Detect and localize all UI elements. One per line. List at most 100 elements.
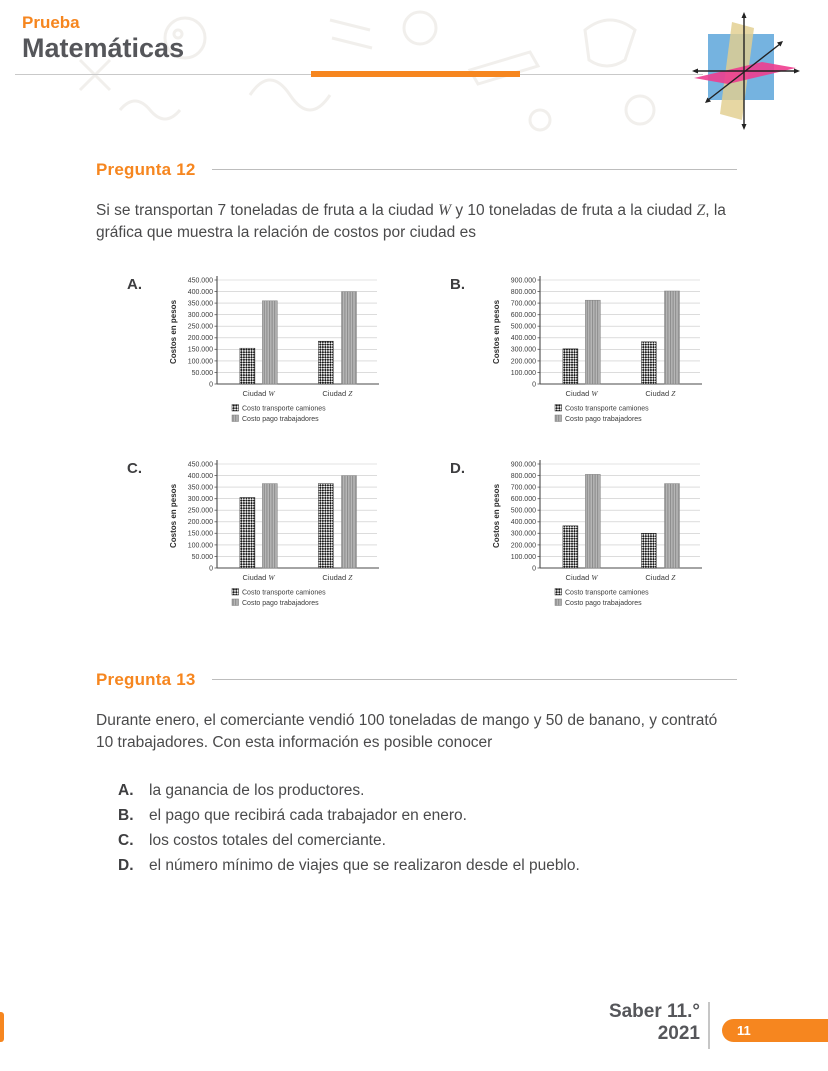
question-12: Pregunta 12 Si se transportan 7 tonelada… bbox=[96, 160, 737, 614]
svg-text:200.000: 200.000 bbox=[188, 519, 213, 526]
svg-text:Costos en pesos: Costos en pesos bbox=[169, 299, 178, 364]
coordinate-planes-logo bbox=[692, 12, 800, 130]
svg-text:Ciudad Z: Ciudad Z bbox=[322, 573, 353, 582]
chart-option-a: A. 0 50.000 100.000 150.000 200.000 250.000 30… bbox=[127, 272, 380, 430]
svg-text:Costo pago trabajadores: Costo pago trabajadores bbox=[242, 600, 319, 607]
svg-text:100.000: 100.000 bbox=[511, 554, 536, 561]
chart-option-b-figure: 0 100.000 200.000 300.000 400.000 500.000 600.… bbox=[488, 272, 703, 430]
page-content: Pregunta 12 Si se transportan 7 tonelada… bbox=[0, 160, 828, 877]
header-accent-bar bbox=[311, 71, 520, 77]
svg-text:450.000: 450.000 bbox=[188, 277, 213, 284]
svg-text:300.000: 300.000 bbox=[511, 530, 536, 537]
svg-text:500.000: 500.000 bbox=[511, 507, 536, 514]
svg-text:0: 0 bbox=[532, 381, 536, 388]
svg-text:300.000: 300.000 bbox=[188, 496, 213, 503]
question-12-heading: Pregunta 12 bbox=[96, 160, 737, 180]
chart-row-2: C. 0 50.000 100.000 150.000 200.000 250.000 30… bbox=[127, 456, 737, 614]
option-a: A. la ganancia de los productores. bbox=[118, 780, 737, 802]
svg-text:0: 0 bbox=[209, 381, 213, 388]
svg-text:Costo pago trabajadores: Costo pago trabajadores bbox=[565, 416, 642, 423]
svg-text:250.000: 250.000 bbox=[188, 507, 213, 514]
option-d-text: el número mínimo de viajes que se realiz… bbox=[149, 856, 580, 874]
question-12-text: Si se transportan 7 toneladas de fruta a… bbox=[96, 200, 737, 244]
svg-text:Costos en pesos: Costos en pesos bbox=[492, 299, 501, 364]
option-b-letter: B. bbox=[118, 806, 134, 824]
question-13-text: Durante enero, el comerciante vendió 100… bbox=[96, 711, 718, 751]
svg-text:Costo transporte camiones: Costo transporte camiones bbox=[565, 589, 649, 596]
svg-text:200.000: 200.000 bbox=[511, 358, 536, 365]
chart-option-b: B. 0 100.000 200.000 300.000 400.000 500.000 6… bbox=[450, 272, 703, 430]
svg-text:Ciudad W: Ciudad W bbox=[243, 389, 276, 398]
question-13-label: Pregunta 13 bbox=[96, 669, 196, 689]
chart-option-a-figure: 0 50.000 100.000 150.000 200.000 250.000 300.0… bbox=[165, 272, 380, 430]
svg-text:450.000: 450.000 bbox=[188, 461, 213, 468]
answer-charts-grid: A. 0 50.000 100.000 150.000 200.000 250.000 30… bbox=[127, 272, 737, 614]
option-b: B. el pago que recibirá cada trabajador … bbox=[118, 805, 737, 827]
exam-year: 2021 bbox=[657, 1023, 700, 1045]
question-13-options: A. la ganancia de los productores. B. el… bbox=[118, 780, 737, 877]
svg-text:Ciudad Z: Ciudad Z bbox=[645, 389, 676, 398]
svg-text:50.000: 50.000 bbox=[192, 554, 214, 561]
svg-text:900.000: 900.000 bbox=[511, 461, 536, 468]
svg-text:0: 0 bbox=[532, 565, 536, 572]
question-12-text-part: , la gráfica que muestra la relación de … bbox=[96, 201, 726, 241]
page-number: 11 bbox=[737, 1023, 751, 1038]
svg-text:200.000: 200.000 bbox=[511, 542, 536, 549]
chart-option-d-letter: D. bbox=[450, 459, 465, 477]
question-12-text-part: Si se transportan 7 toneladas de fruta a… bbox=[96, 201, 439, 219]
chart-option-c-figure: 0 50.000 100.000 150.000 200.000 250.000 300.0… bbox=[165, 456, 380, 614]
svg-text:350.000: 350.000 bbox=[188, 300, 213, 307]
logo-pink-plane bbox=[694, 62, 796, 84]
svg-text:500.000: 500.000 bbox=[511, 323, 536, 330]
footer-exam-info: Saber 11.° 2021 bbox=[609, 1001, 700, 1046]
option-c-letter: C. bbox=[118, 831, 134, 849]
svg-text:100.000: 100.000 bbox=[188, 358, 213, 365]
variable-w: W bbox=[438, 201, 452, 219]
svg-text:Costo pago trabajadores: Costo pago trabajadores bbox=[565, 600, 642, 607]
svg-text:150.000: 150.000 bbox=[188, 346, 213, 353]
logo-axes bbox=[694, 16, 796, 126]
svg-text:Costo transporte camiones: Costo transporte camiones bbox=[242, 405, 326, 412]
svg-text:250.000: 250.000 bbox=[188, 323, 213, 330]
svg-text:200.000: 200.000 bbox=[188, 335, 213, 342]
svg-text:600.000: 600.000 bbox=[511, 312, 536, 319]
question-12-label: Pregunta 12 bbox=[96, 159, 196, 179]
heading-rule bbox=[211, 679, 737, 681]
header: Prueba Matemáticas bbox=[0, 0, 828, 64]
svg-text:800.000: 800.000 bbox=[511, 289, 536, 296]
question-12-text-part: y 10 toneladas de fruta a la ciudad bbox=[451, 201, 697, 219]
exam-name: Saber 11.° bbox=[608, 1001, 700, 1022]
svg-text:100.000: 100.000 bbox=[511, 370, 536, 377]
svg-text:300.000: 300.000 bbox=[188, 312, 213, 319]
svg-text:900.000: 900.000 bbox=[511, 277, 536, 284]
chart-option-d: D. 0 100.000 200.000 300.000 400.000 500.000 6… bbox=[450, 456, 703, 614]
svg-text:Ciudad W: Ciudad W bbox=[566, 389, 599, 398]
chart-option-b-letter: B. bbox=[450, 275, 465, 293]
chart-option-c-letter: C. bbox=[127, 459, 142, 477]
option-a-letter: A. bbox=[118, 781, 134, 799]
page-number-badge: 11 bbox=[722, 1019, 828, 1042]
option-a-text: la ganancia de los productores. bbox=[149, 781, 365, 799]
svg-text:Ciudad W: Ciudad W bbox=[243, 573, 276, 582]
heading-rule bbox=[211, 169, 737, 171]
svg-text:800.000: 800.000 bbox=[511, 473, 536, 480]
svg-text:350.000: 350.000 bbox=[188, 484, 213, 491]
svg-text:100.000: 100.000 bbox=[188, 542, 213, 549]
svg-text:600.000: 600.000 bbox=[511, 496, 536, 503]
svg-text:700.000: 700.000 bbox=[511, 484, 536, 491]
svg-text:400.000: 400.000 bbox=[188, 289, 213, 296]
chart-option-a-letter: A. bbox=[127, 275, 142, 293]
svg-text:0: 0 bbox=[209, 565, 213, 572]
svg-text:Ciudad Z: Ciudad Z bbox=[645, 573, 676, 582]
svg-text:Ciudad Z: Ciudad Z bbox=[322, 389, 353, 398]
option-c: C. los costos totales del comerciante. bbox=[118, 830, 737, 852]
page-title: Matemáticas bbox=[22, 32, 185, 63]
svg-text:150.000: 150.000 bbox=[188, 530, 213, 537]
svg-text:400.000: 400.000 bbox=[511, 519, 536, 526]
svg-text:400.000: 400.000 bbox=[511, 335, 536, 342]
option-d: D. el número mínimo de viajes que se rea… bbox=[118, 855, 737, 877]
svg-text:Costos en pesos: Costos en pesos bbox=[169, 483, 178, 548]
svg-text:Costo transporte camiones: Costo transporte camiones bbox=[242, 589, 326, 596]
svg-text:Costos en pesos: Costos en pesos bbox=[492, 483, 501, 548]
